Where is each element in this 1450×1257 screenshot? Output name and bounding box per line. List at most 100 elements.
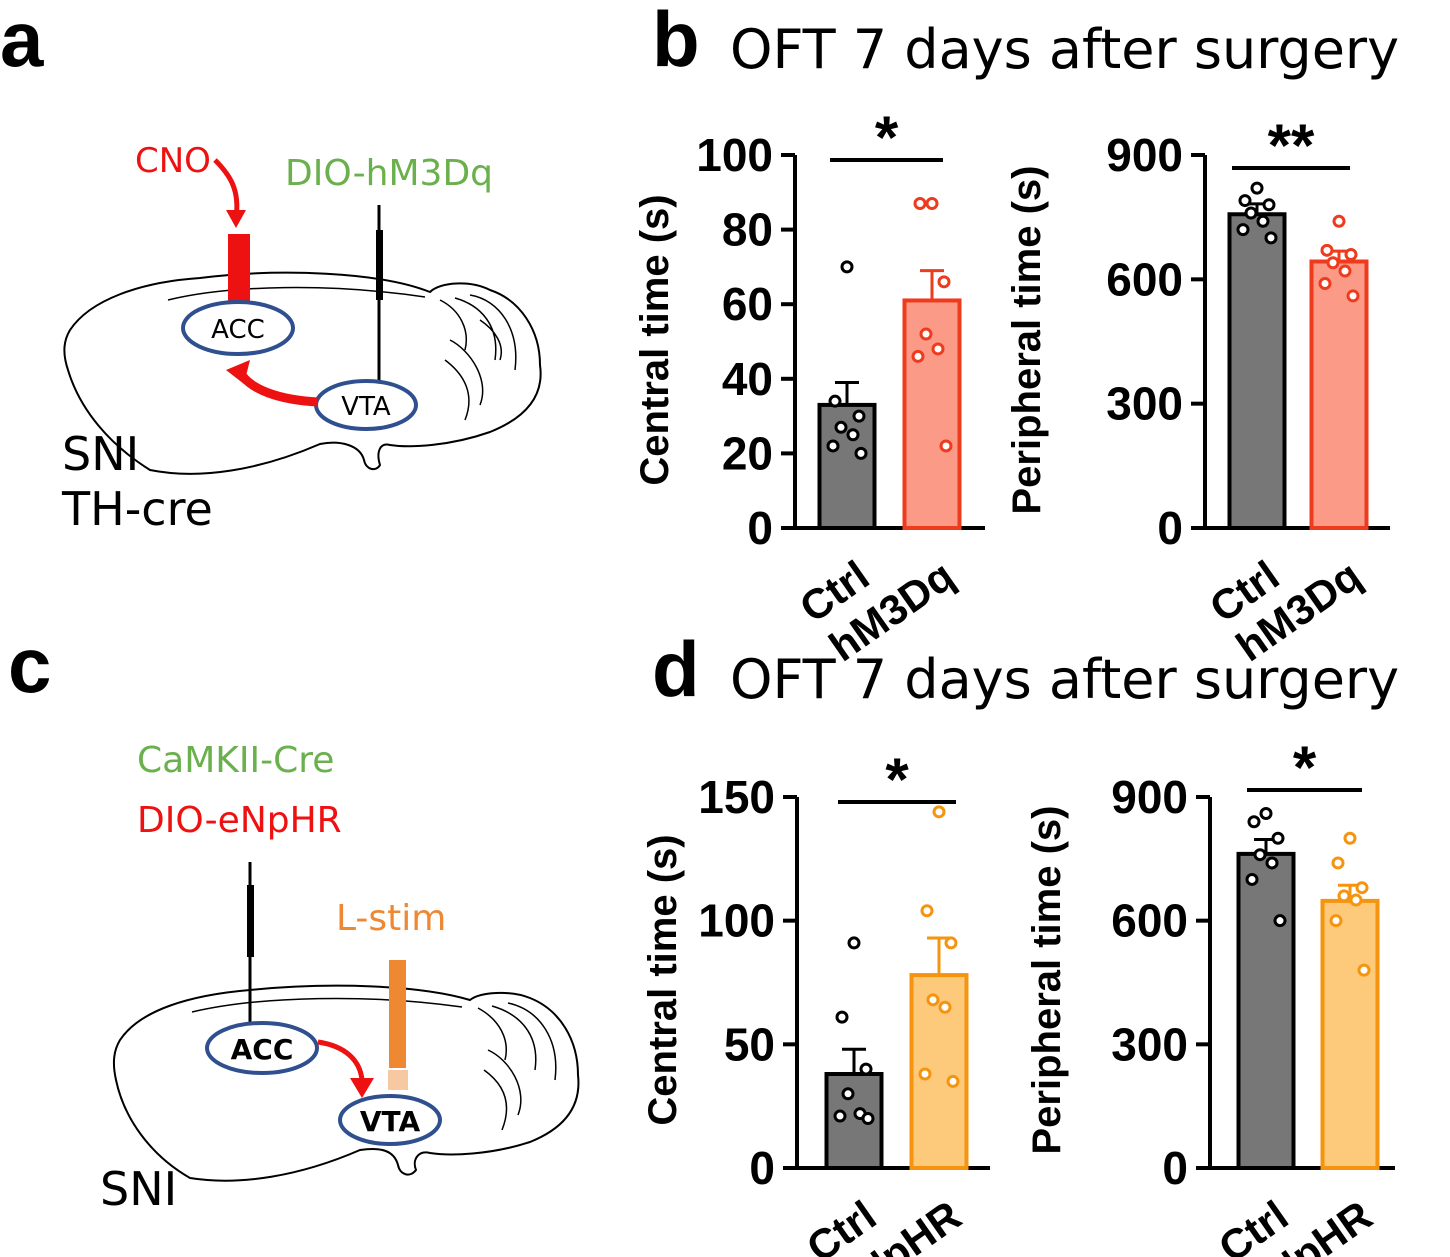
projection-arrowhead-a — [226, 360, 250, 384]
model-label-sni-a: SNI — [62, 427, 139, 481]
dio-enphr-label: DIO-eNpHR — [137, 800, 342, 841]
data-point-hm3dq — [939, 439, 953, 453]
y-tick-label: 300 — [1111, 1018, 1188, 1070]
data-point-ctrl — [1247, 815, 1261, 829]
acc-region-c — [205, 1021, 319, 1075]
y-tick-label: 20 — [722, 427, 773, 479]
data-point-ctrl — [840, 260, 854, 274]
y-tick-label: 600 — [1111, 895, 1188, 947]
data-point-hm3dq — [931, 342, 945, 356]
light-cone — [388, 1070, 408, 1090]
y-tick-label: 100 — [698, 895, 775, 947]
data-point-ctrl — [846, 428, 860, 442]
acc-label-c: ACC — [231, 1033, 294, 1066]
data-point-ctrl — [859, 1062, 873, 1076]
data-point-hm3dq — [937, 275, 951, 289]
panel-d-title: OFT 7 days after surgery — [730, 648, 1399, 711]
y-tick-label: 60 — [722, 278, 773, 330]
data-point-ctrl — [828, 394, 842, 408]
y-tick-label: 600 — [1106, 253, 1183, 305]
y-axis-label: Central time (s) — [641, 834, 685, 1125]
data-point-hm3dq — [1344, 247, 1358, 261]
panel-letter-d: d — [652, 625, 700, 713]
data-point-ctrl — [1244, 206, 1258, 220]
panel-b-title: OFT 7 days after surgery — [730, 18, 1399, 81]
data-point-ctrl — [1262, 198, 1276, 212]
bar-ctrl — [817, 402, 877, 530]
vta-region-c — [338, 1094, 442, 1146]
panel-a-diagram: CNO DIO-hM3Dq ACC VTA SNI TH-cre — [61, 141, 542, 536]
data-point-ctrl — [834, 420, 848, 434]
cno-arrowhead — [226, 210, 246, 228]
bar-nphr — [1320, 898, 1380, 1170]
cerebellum-folds-a — [439, 294, 517, 421]
bar-hm3dq — [902, 298, 962, 530]
data-point-ctrl — [847, 936, 861, 950]
data-point-nphr — [1357, 963, 1371, 977]
y-axis-label: Peripheral time (s) — [1005, 165, 1049, 514]
l-stim-label: L-stim — [336, 898, 446, 939]
cno-label: CNO — [135, 141, 211, 181]
data-point-nphr — [1343, 831, 1357, 845]
projection-arrowhead-c — [350, 1078, 374, 1098]
y-axis-label: Central time (s) — [633, 194, 677, 485]
model-label-thcre: TH-cre — [61, 482, 213, 536]
data-point-ctrl — [1256, 214, 1270, 228]
data-point-ctrl — [1264, 231, 1278, 245]
data-point-nphr — [1355, 881, 1369, 895]
needle-body-c — [247, 885, 254, 957]
significance-stars: * — [885, 746, 909, 813]
data-point-hm3dq — [1326, 256, 1340, 270]
significance-stars: * — [1293, 734, 1317, 801]
data-point-ctrl — [1236, 223, 1250, 237]
acc-label-a: ACC — [211, 315, 265, 345]
data-point-nphr — [1329, 914, 1343, 928]
data-point-ctrl — [861, 1112, 875, 1126]
y-tick-label: 150 — [698, 771, 775, 823]
panel-letter-c: c — [8, 621, 51, 709]
data-point-hm3dq — [1318, 276, 1332, 290]
data-point-hm3dq — [919, 327, 933, 341]
model-label-sni-c: SNI — [100, 1162, 177, 1216]
data-point-ctrl — [1245, 872, 1259, 886]
data-point-hm3dq — [1332, 214, 1346, 228]
data-point-ctrl — [1250, 181, 1264, 195]
data-point-hm3dq — [913, 196, 927, 210]
data-point-nphr — [926, 993, 940, 1007]
data-point-ctrl — [1238, 194, 1252, 208]
panel-letter-a: a — [0, 0, 44, 83]
y-tick-label: 0 — [749, 1142, 775, 1194]
data-point-ctrl — [1265, 856, 1279, 870]
y-tick-label: 100 — [696, 129, 773, 181]
data-point-ctrl — [1271, 831, 1285, 845]
data-point-ctrl — [826, 439, 840, 453]
data-point-ctrl — [854, 446, 868, 460]
dio-hm3dq-label: DIO-hM3Dq — [285, 153, 493, 194]
y-tick-label: 40 — [722, 353, 773, 405]
y-tick-label: 0 — [747, 502, 773, 554]
data-point-nphr — [918, 1067, 932, 1081]
optic-fiber — [389, 960, 406, 1068]
panel-c-diagram: CaMKII-Cre DIO-eNpHR L-stim ACC VTA SNI — [100, 740, 580, 1216]
y-tick-label: 0 — [1157, 502, 1183, 554]
y-tick-label: 80 — [722, 204, 773, 256]
brain-cortex-line-c — [191, 997, 463, 1013]
data-point-ctrl — [852, 409, 866, 423]
significance-stars: ** — [1268, 112, 1315, 179]
vta-label-a: VTA — [341, 392, 391, 422]
data-point-nphr — [1331, 856, 1345, 870]
data-point-ctrl — [841, 1087, 855, 1101]
y-tick-label: 900 — [1106, 129, 1183, 181]
panel-letter-b: b — [652, 0, 700, 83]
data-point-nphr — [946, 1074, 960, 1088]
data-point-ctrl — [1259, 806, 1273, 820]
y-tick-label: 0 — [1162, 1142, 1188, 1194]
cerebellum-folds-c — [477, 1002, 557, 1131]
y-axis-label: Peripheral time (s) — [1025, 805, 1069, 1154]
y-tick-label: 50 — [724, 1018, 775, 1070]
acc-region-a — [181, 300, 295, 356]
camkii-cre-label: CaMKII-Cre — [137, 740, 334, 781]
